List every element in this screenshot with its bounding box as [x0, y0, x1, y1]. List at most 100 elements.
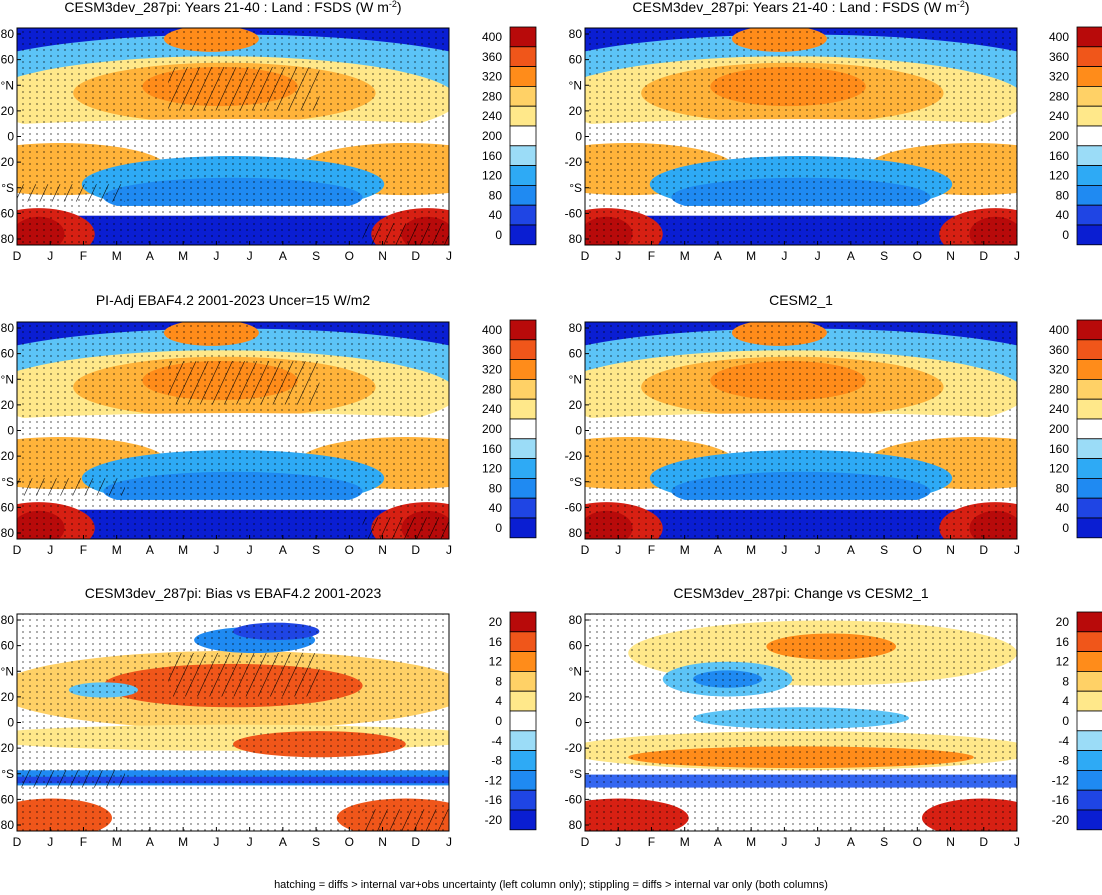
colorbar-label: 80: [489, 188, 503, 202]
x-tick-label: D: [411, 835, 420, 849]
colorbar-label: 120: [482, 169, 502, 183]
panel-2: CESM3dev_287pi: Years 21-40 : Land : FSD…: [565, 0, 1102, 263]
colorbar-box: [1076, 809, 1102, 831]
y-tick-label: 0: [7, 130, 14, 144]
x-tick-label: D: [979, 835, 988, 849]
x-tick-label: A: [279, 835, 287, 849]
y-tick-label: °N: [1, 664, 14, 678]
x-tick-label: F: [648, 835, 655, 849]
x-tick-label: D: [13, 543, 22, 557]
x-tick-label: M: [746, 249, 756, 263]
colorbar-label: 200: [482, 129, 502, 143]
colorbar-label: 360: [1049, 343, 1069, 357]
colorbar-label: -4: [1058, 734, 1069, 748]
y-tick-label: -60: [0, 792, 14, 806]
colorbar-box: [509, 26, 537, 48]
panel-3-field: [17, 322, 449, 539]
colorbar-label: 0: [495, 228, 502, 242]
x-tick-label: M: [680, 835, 690, 849]
y-tick-label: 60: [1, 639, 15, 653]
x-tick-label: O: [345, 835, 354, 849]
colorbar-box: [1076, 651, 1102, 672]
colorbar-5: 20 16 12 8 4 0 -4 -8 -12 -16 -20: [485, 611, 537, 831]
panel-title-main: CESM3dev_287pi: Change vs CESM2_1: [673, 585, 928, 601]
x-tick-label: O: [345, 249, 354, 263]
colorbar-box: [1076, 145, 1102, 167]
hatching-overlay: [168, 67, 320, 111]
x-tick-label: M: [746, 835, 756, 849]
x-tick-label: A: [146, 835, 154, 849]
colorbar-label: 240: [482, 402, 502, 416]
x-tick-label: A: [279, 249, 287, 263]
panel-6-field: [585, 614, 1017, 831]
colorbar-box: [509, 86, 537, 107]
x-tick-label: D: [581, 543, 590, 557]
colorbar-label: 200: [482, 422, 502, 436]
colorbar-label: 160: [1049, 442, 1069, 456]
colorbar-box: [1076, 184, 1102, 206]
colorbar-box: [509, 66, 537, 87]
x-tick-label: N: [378, 543, 387, 557]
colorbar-label: 0: [1062, 228, 1069, 242]
colorbar-box: [509, 378, 537, 400]
x-tick-label: S: [880, 543, 888, 557]
y-tick-label: 0: [575, 130, 582, 144]
x-tick-label: A: [714, 543, 722, 557]
x-tick-label: J: [815, 543, 821, 557]
y-tick-label: 80: [569, 526, 583, 540]
y-tick-label: -20: [565, 449, 583, 463]
y-tick-label: -60: [565, 792, 583, 806]
colorbar-label: 40: [1056, 501, 1070, 515]
x-tick-label: J: [47, 835, 53, 849]
panel-title: PI-Adj EBAF4.2 2001-2023 Uncer=15 W/m2: [96, 292, 371, 308]
x-tick-label: D: [581, 249, 590, 263]
colorbar-box: [1076, 631, 1102, 652]
colorbar-label: 20: [1056, 615, 1070, 629]
x-tick-label: J: [1014, 249, 1020, 263]
colorbar-label: 40: [489, 501, 503, 515]
colorbar-label: 16: [1056, 635, 1070, 649]
x-tick-label: J: [615, 543, 621, 557]
x-tick-label: D: [411, 249, 420, 263]
panel-title-close: ): [397, 0, 402, 15]
x-tick-label: D: [13, 249, 22, 263]
colorbar-box: [1076, 224, 1102, 246]
x-tick-label: M: [746, 543, 756, 557]
stippling-overlay: [17, 322, 449, 539]
panel-1: CESM3dev_287pi: Years 21-40 : Land : FSD…: [0, 0, 537, 263]
colorbar-label: -12: [485, 773, 503, 787]
colorbar-label: 360: [482, 343, 502, 357]
colorbar-label: 360: [482, 50, 502, 64]
colorbar-box: [1076, 750, 1102, 771]
colorbar-label: 240: [482, 109, 502, 123]
colorbar-label: 40: [1056, 208, 1070, 222]
colorbar-box: [509, 770, 537, 791]
x-tick-label: J: [781, 835, 787, 849]
x-tick-label: O: [913, 835, 922, 849]
colorbar-label: 120: [1049, 462, 1069, 476]
x-tick-label: S: [312, 543, 320, 557]
colorbar-box: [509, 418, 537, 440]
colorbar-label: 280: [482, 382, 502, 396]
hatching-overlay: [168, 361, 320, 405]
x-tick-label: J: [615, 835, 621, 849]
panel-title-main: CESM3dev_287pi: Years 21-40 : Land : FSD…: [632, 0, 957, 15]
stippling-overlay: [17, 614, 449, 831]
colorbar-label: 8: [1062, 674, 1069, 688]
stippling-overlay: [585, 614, 1017, 831]
x-tick-label: N: [946, 543, 955, 557]
colorbar-label: 280: [482, 89, 502, 103]
colorbar-box: [1076, 26, 1102, 48]
y-tick-label: -20: [565, 155, 583, 169]
y-tick-label: 60: [1, 347, 15, 361]
y-tick-label: 60: [569, 639, 583, 653]
x-tick-label: A: [279, 543, 287, 557]
colorbar-box: [1076, 86, 1102, 107]
colorbar-box: [1076, 789, 1102, 811]
y-tick-label: °N: [1, 372, 14, 386]
x-tick-label: A: [714, 835, 722, 849]
hatching-overlay: [362, 223, 449, 245]
y-tick-label: 80: [1, 321, 15, 335]
